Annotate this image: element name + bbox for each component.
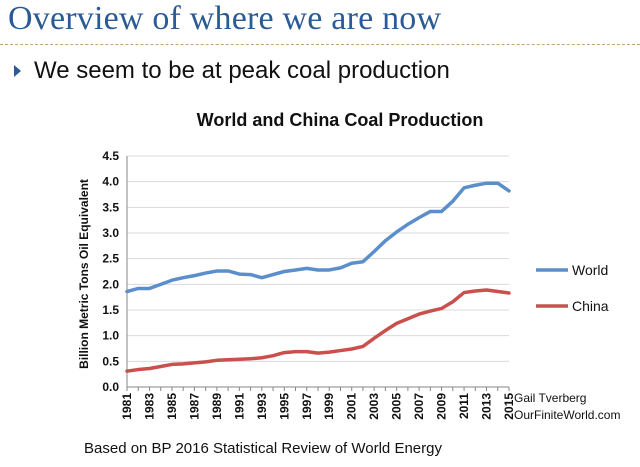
x-tick-label: 1989 <box>210 393 224 420</box>
x-tick-labels: 1981 1983 1985 1987 1989 1991 1993 1995 1997 1999… <box>120 393 516 420</box>
legend: World China <box>536 262 609 314</box>
y-tick-label: 4.5 <box>102 149 119 163</box>
x-tick-label: 2009 <box>435 393 449 420</box>
y-tick-label: 1.0 <box>102 329 119 343</box>
y-tick-label: 4.0 <box>102 175 119 189</box>
source-note: Based on BP 2016 Statistical Review of W… <box>84 440 442 457</box>
y-tick-label: 2.5 <box>102 252 119 266</box>
series-line-china <box>125 288 511 373</box>
x-tick-label: 1995 <box>277 393 291 420</box>
y-tick-label: 0.5 <box>102 354 119 368</box>
x-tick-label: 1983 <box>142 393 156 420</box>
x-tick-label: 2001 <box>345 393 359 420</box>
series-line-world <box>125 181 511 294</box>
x-tick-label: 2007 <box>412 393 426 420</box>
bullet-text: We seem to be at peak coal production <box>34 57 450 84</box>
gridlines <box>127 155 509 362</box>
y-axis-label: Billion Metric Tons Oil Equivalent <box>77 179 91 369</box>
bullet-point: We seem to be at peak coal production <box>14 57 450 85</box>
x-tick-label: 2005 <box>390 393 404 420</box>
y-tick-label: 1.5 <box>102 303 119 317</box>
x-tick-label: 2015 <box>502 393 516 420</box>
y-tick-label: 3.0 <box>102 226 119 240</box>
x-tick-label: 2013 <box>480 393 494 420</box>
credit-author: Gail Tverberg <box>514 391 586 405</box>
x-tick-label: 1997 <box>300 393 314 420</box>
credit-website: OurFiniteWorld.com <box>514 408 620 422</box>
bullet-arrow-icon <box>14 65 21 77</box>
title-divider <box>0 44 640 45</box>
axes <box>126 156 510 391</box>
x-tick-label: 1987 <box>187 393 201 420</box>
y-tick-label: 2.0 <box>102 277 119 291</box>
legend-label-world: World <box>572 262 608 278</box>
slide-title: Overview of where we are now <box>8 0 442 37</box>
y-tick-label: 0.0 <box>102 380 119 394</box>
x-tick-label: 1991 <box>232 393 246 420</box>
x-tick-label: 1999 <box>322 393 336 420</box>
x-tick-label: 1981 <box>120 393 134 420</box>
y-tick-labels: 0.0 0.5 1.0 1.5 2.0 2.5 3.0 3.5 4.0 4.5 <box>102 149 119 394</box>
x-tick-label: 2003 <box>367 393 381 420</box>
x-tick-label: 2011 <box>457 393 471 419</box>
x-tick-label: 1985 <box>165 393 179 420</box>
chart-title: World and China Coal Production <box>197 110 484 130</box>
y-tick-label: 3.5 <box>102 200 119 214</box>
legend-label-china: China <box>572 298 609 314</box>
x-tick-label: 1993 <box>255 393 269 420</box>
data-series <box>125 181 511 373</box>
